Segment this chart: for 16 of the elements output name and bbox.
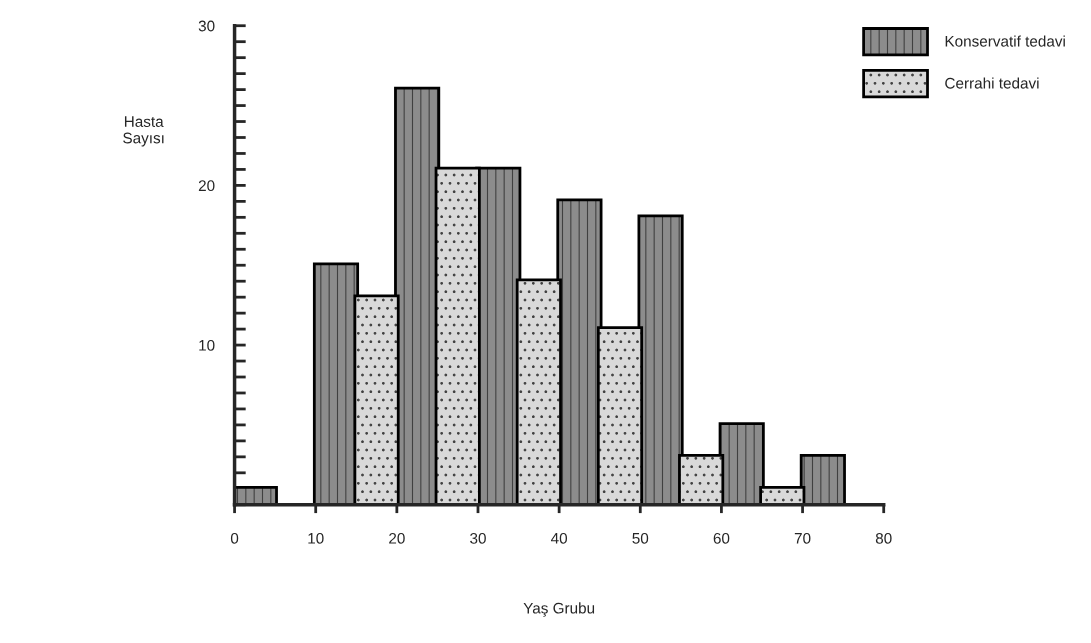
y-tick-label: 10	[199, 339, 215, 351]
x-tick-label: 10	[308, 532, 324, 544]
x-tick-label: 40	[550, 532, 568, 544]
y-tick-label: 30	[198, 20, 215, 32]
y-axis-title: Hasta Sayısı	[123, 116, 164, 147]
legend-label: Konservatif tedavi	[945, 35, 1065, 47]
x-tick-label: 0	[230, 532, 239, 544]
x-tick-label: 70	[794, 532, 811, 544]
x-tick-label: 50	[632, 532, 649, 544]
y-tick-label: 20	[198, 180, 215, 192]
x-tick-label: 20	[389, 532, 405, 544]
x-tick-label: 80	[875, 532, 892, 544]
legend-label: Cerrahi tedavi	[945, 77, 1039, 89]
x-axis-title: Yaş Grubu	[523, 602, 595, 617]
x-tick-label: 60	[713, 532, 730, 544]
x-tick-label: 30	[470, 532, 486, 544]
